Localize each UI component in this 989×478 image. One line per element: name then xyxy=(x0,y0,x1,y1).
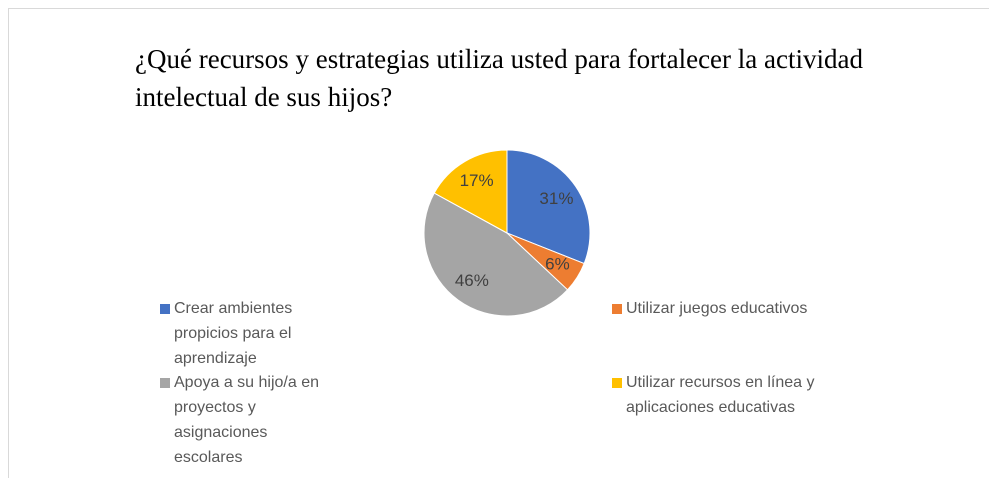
legend-item: Utilizar recursos en línea y aplicacione… xyxy=(612,370,872,420)
legend-swatch xyxy=(160,304,170,314)
legend-label: Utilizar recursos en línea y aplicacione… xyxy=(626,374,815,416)
legend-swatch xyxy=(612,378,622,388)
pie-slice xyxy=(423,192,569,317)
data-label: 17% xyxy=(460,171,494,190)
legend-item: Crear ambientes propicios para el aprend… xyxy=(160,296,330,371)
chart-title: ¿Qué recursos y estrategias utiliza uste… xyxy=(135,44,863,112)
legend-label: Crear ambientes propicios para el aprend… xyxy=(174,300,293,367)
pie-slice xyxy=(506,149,591,265)
data-label: 46% xyxy=(455,271,489,290)
data-label: 31% xyxy=(539,189,573,208)
legend-item: Apoya a su hijo/a en proyectos y asignac… xyxy=(160,370,330,470)
data-label: 6% xyxy=(545,255,570,274)
legend-swatch xyxy=(612,304,622,314)
pie-slice xyxy=(433,149,508,234)
chart-frame xyxy=(8,8,989,478)
legend-item: Utilizar juegos educativos xyxy=(612,296,872,321)
legend-label: Apoya a su hijo/a en proyectos y asignac… xyxy=(174,374,319,466)
legend-swatch xyxy=(160,378,170,388)
legend-label: Utilizar juegos educativos xyxy=(626,300,808,317)
